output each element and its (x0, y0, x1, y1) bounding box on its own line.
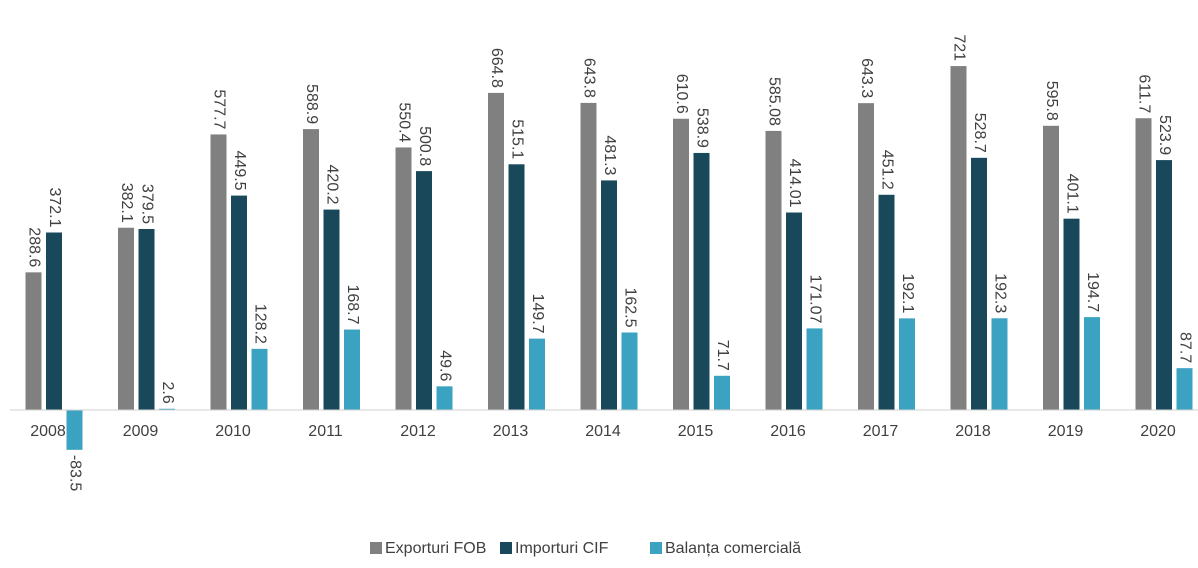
data-label: 414.01 (786, 159, 803, 208)
bar (673, 118, 689, 410)
data-label: 420.2 (323, 165, 340, 205)
data-label: 288.6 (25, 227, 42, 267)
bar (118, 227, 134, 410)
bar (878, 194, 895, 410)
bar (1156, 160, 1172, 410)
data-label: 168.7 (344, 284, 361, 324)
legend-swatch (370, 542, 382, 554)
data-label: 192.3 (991, 273, 1008, 313)
bar (786, 212, 802, 410)
x-tick-label: 2010 (215, 423, 251, 440)
data-label: 192.1 (899, 273, 916, 313)
data-label: 49.6 (436, 350, 453, 381)
bar (303, 129, 319, 410)
legend-swatch (650, 542, 662, 554)
bar (529, 338, 545, 410)
bar (806, 328, 823, 410)
bar (693, 152, 710, 410)
bar (580, 102, 597, 410)
data-label: 71.7 (714, 340, 731, 371)
data-label: 523.9 (1156, 115, 1173, 155)
bar (971, 157, 987, 410)
x-tick-label: 2012 (400, 423, 436, 440)
bar (1084, 317, 1100, 410)
legend: Exporturi FOB Importuri CIF Balanța comerc… (370, 540, 801, 557)
x-tick-label: 2009 (123, 423, 159, 440)
data-label: 149.7 (529, 294, 546, 334)
data-label: 379.5 (138, 184, 155, 224)
x-tick-label: 2017 (863, 423, 899, 440)
data-label: 451.2 (878, 150, 895, 190)
bar (159, 408, 175, 410)
bar (210, 134, 227, 410)
legend-swatch (500, 542, 512, 554)
bar (621, 332, 638, 410)
data-label: 171.07 (806, 274, 823, 323)
data-label: 2.6 (159, 382, 176, 404)
data-label: 382.1 (118, 183, 135, 223)
bar (601, 180, 617, 410)
bar (714, 375, 730, 410)
x-tick-label: 2008 (30, 423, 66, 440)
legend-label: Exporturi FOB (385, 540, 486, 557)
data-label: 515.1 (508, 119, 525, 159)
bar (251, 348, 268, 410)
bar (1135, 118, 1152, 410)
legend-label: Importuri CIF (515, 540, 609, 557)
bar (46, 232, 62, 410)
data-label: 538.9 (693, 108, 710, 148)
data-label: 481.3 (601, 135, 618, 175)
x-tick-label: 2011 (308, 423, 343, 440)
bar (899, 318, 915, 410)
bar (1063, 218, 1080, 410)
data-label: 611.7 (1135, 74, 1152, 113)
data-label: -83.5 (66, 455, 83, 492)
bar (323, 209, 340, 410)
x-tick-label: 2020 (1140, 423, 1176, 440)
bar (1043, 125, 1059, 410)
data-label: 500.8 (416, 126, 433, 166)
bar (66, 410, 83, 450)
data-label: 610.6 (673, 74, 690, 114)
bar (25, 272, 42, 410)
data-label: 585.08 (765, 77, 782, 126)
bar (344, 329, 360, 410)
data-label: 721 (950, 34, 967, 61)
data-label: 87.7 (1176, 332, 1193, 363)
x-tick-label: 2018 (955, 423, 991, 440)
bar (991, 318, 1008, 410)
legend-label: Balanța comercială (665, 540, 801, 557)
data-label: 528.7 (971, 113, 988, 153)
x-tick-label: 2016 (770, 423, 806, 440)
x-tick-label: 2019 (1048, 423, 1084, 440)
data-label: 664.8 (488, 48, 505, 88)
bar (1176, 368, 1193, 410)
data-label: 162.5 (621, 287, 638, 327)
data-label: 449.5 (231, 151, 248, 191)
x-tick-label: 2014 (585, 423, 621, 440)
data-label: 588.9 (303, 84, 320, 124)
data-label: 550.4 (395, 102, 412, 142)
bar (488, 92, 504, 410)
x-tick-label: 2015 (678, 423, 714, 440)
data-label: 372.1 (46, 187, 63, 227)
bar (508, 164, 525, 410)
bar (858, 103, 874, 410)
data-label: 577.7 (210, 89, 227, 129)
data-label: 128.2 (251, 304, 268, 344)
data-label: 643.3 (858, 58, 875, 98)
data-label: 194.7 (1084, 272, 1101, 312)
data-label: 401.1 (1063, 174, 1080, 214)
data-label: 595.8 (1043, 81, 1060, 121)
bar (138, 228, 155, 410)
bar (765, 130, 782, 410)
bar (416, 171, 432, 410)
bar (436, 386, 453, 410)
data-label: 643.8 (580, 58, 597, 98)
bar (395, 147, 412, 410)
bar (950, 66, 967, 410)
x-tick-label: 2013 (493, 423, 529, 440)
bar (231, 195, 247, 410)
